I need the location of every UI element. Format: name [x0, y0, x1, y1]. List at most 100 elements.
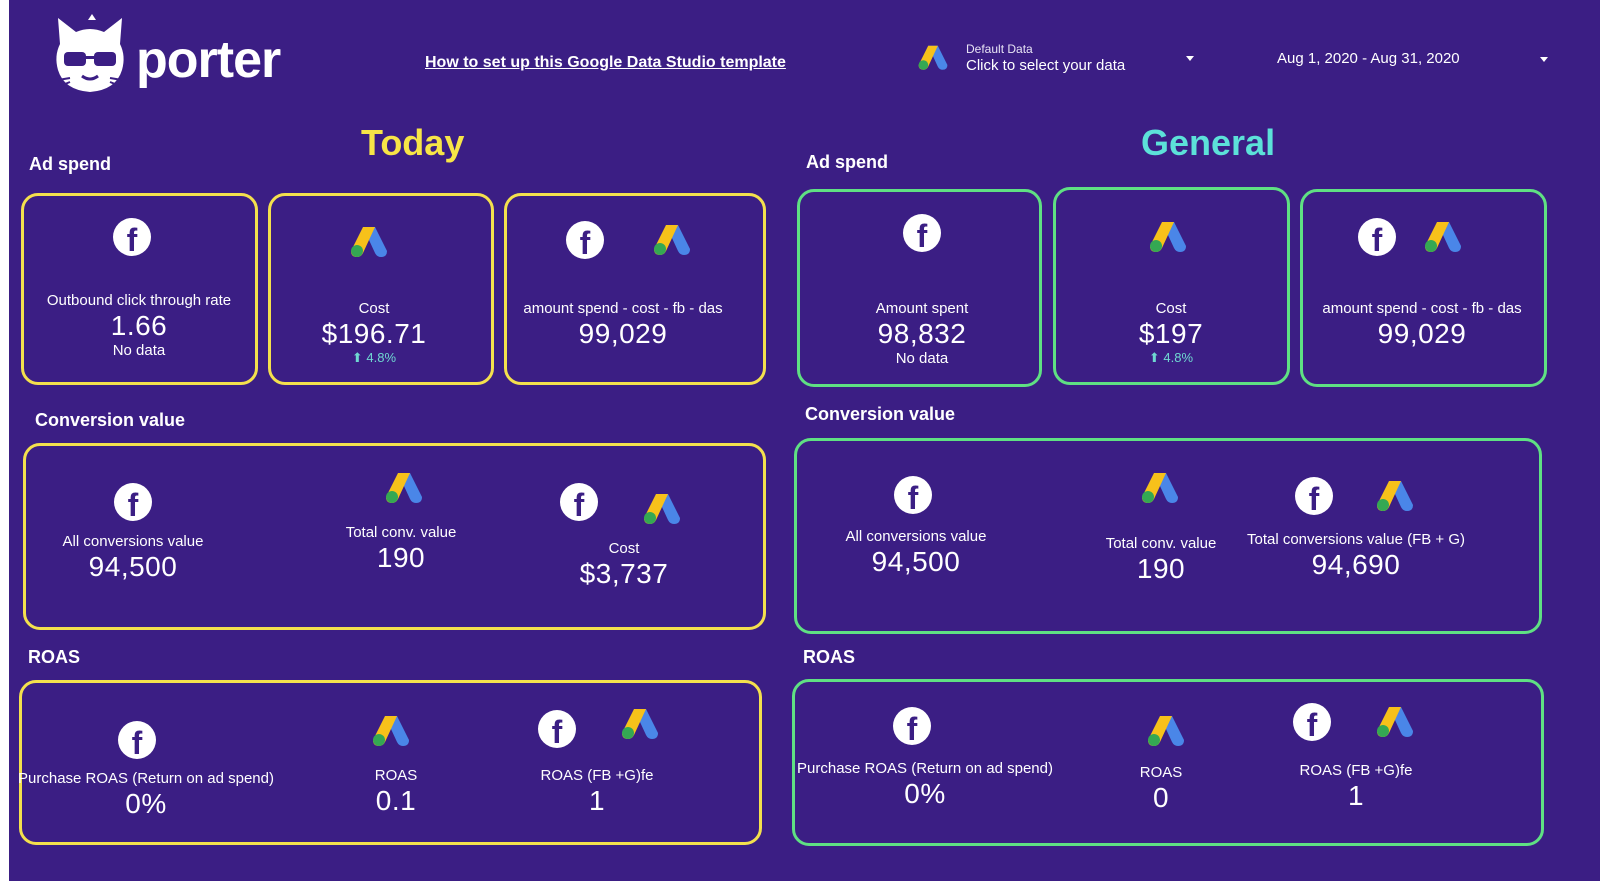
facebook-icon: f [560, 483, 600, 523]
general-conversion-label: Conversion value [805, 404, 956, 424]
metric-scorecard: Total conversions value (FB + G) 94,690 [1247, 531, 1465, 581]
metric-label: ROAS (FB +G)fe [1299, 762, 1413, 779]
general-title: General [1141, 122, 1276, 163]
metric-label: Outbound click through rate [46, 292, 232, 309]
today-roas-label: ROAS [28, 647, 81, 667]
date-range-selector[interactable]: Aug 1, 2020 - Aug 31, 2020 [1271, 48, 1556, 72]
metric-label: amount spend - cost - fb - das [523, 300, 723, 317]
facebook-icon: f [566, 221, 606, 261]
general-roas-card[interactable] [792, 679, 1544, 846]
facebook-icon: f [538, 710, 578, 750]
metric-scorecard: ROAS 0 [1140, 764, 1183, 814]
metric-value: 94,690 [1311, 549, 1401, 580]
today-ad-spend-label: Ad spend [29, 154, 112, 174]
metric-value: 1 [588, 785, 606, 816]
metric-value: 94,500 [871, 546, 961, 577]
today-conversion-card[interactable] [23, 443, 766, 630]
today-title: Today [361, 122, 465, 163]
today-conversion-label: Conversion value [35, 410, 186, 430]
metric-scorecard: Purchase ROAS (Return on ad spend) 0% [797, 760, 1053, 810]
google-ads-icon [1375, 703, 1415, 743]
data-source-selector[interactable]: Default Data Click to select your data [914, 42, 1194, 78]
metric-value: $3,737 [579, 558, 669, 589]
facebook-icon: f [1295, 477, 1335, 517]
metric-scorecard: ROAS (FB +G)fe 1 [1300, 762, 1413, 812]
metric-scorecard: Cost $3,737 [580, 540, 669, 590]
facebook-icon: f [113, 218, 153, 258]
metric-label: Total conv. value [345, 524, 457, 541]
metric-value: 99,029 [578, 318, 668, 349]
metric-label: All conversions value [62, 533, 204, 550]
metric-value: 94,500 [88, 551, 178, 582]
metric-label: amount spend - cost - fb - das [1322, 300, 1522, 317]
metric-label: Purchase ROAS (Return on ad spend) [797, 760, 1053, 777]
metric-value: 190 [376, 542, 426, 573]
google-ads-icon [1423, 218, 1463, 258]
facebook-icon: f [893, 707, 933, 747]
metric-label: Total conv. value [1105, 535, 1217, 552]
metric-value: 1 [1347, 780, 1365, 811]
metric-value: 98,832 [877, 318, 967, 349]
metric-value: 0% [904, 778, 946, 809]
google-ads-icon [384, 469, 424, 509]
logo-text: porter [136, 31, 281, 89]
metric-label: Cost [608, 540, 640, 557]
howto-link[interactable]: How to set up this Google Data Studio te… [425, 54, 786, 71]
facebook-icon: f [1358, 218, 1398, 258]
date-range-value: Aug 1, 2020 - Aug 31, 2020 [1277, 50, 1460, 67]
google-ads-icon [349, 223, 389, 263]
metric-value: 99,029 [1377, 318, 1467, 349]
metric-scorecard: Amount spent 98,832 No data [876, 300, 969, 368]
metric-value: 1.66 [110, 310, 168, 341]
metric-value: 0% [125, 788, 167, 819]
google-ads-icon [642, 490, 682, 530]
google-ads-icon [1148, 218, 1188, 258]
metric-scorecard: amount spend - cost - fb - das 99,029 [1322, 300, 1521, 350]
metric-scorecard: All conversions value 94,500 [63, 533, 204, 583]
general-ad-spend-label: Ad spend [806, 152, 889, 172]
metric-label: Total conversions value (FB + G) [1246, 531, 1466, 548]
metric-value: $196.71 [321, 318, 427, 349]
facebook-icon: f [1293, 703, 1333, 743]
data-source-hint: Click to select your data [966, 57, 1126, 74]
metric-scorecard: amount spend - cost - fb - das 99,029 [523, 300, 722, 350]
facebook-icon: f [903, 214, 943, 254]
general-roas-label: ROAS [803, 647, 856, 667]
metric-label: All conversions value [845, 528, 987, 545]
metric-label: Purchase ROAS (Return on ad spend) [18, 770, 274, 787]
porter-logo: porter [52, 12, 302, 96]
metric-scorecard: Outbound click through rate 1.66 No data [47, 292, 231, 360]
facebook-icon: f [894, 476, 934, 516]
facebook-icon: f [114, 483, 154, 523]
google-ads-icon [620, 705, 660, 745]
today-ctr-card[interactable] [21, 193, 258, 385]
google-ads-icon [652, 221, 692, 261]
chevron-down-icon [1186, 56, 1194, 61]
metric-label: Cost [358, 300, 390, 317]
metric-scorecard: ROAS (FB +G)fe 1 [541, 767, 654, 817]
general-combined-spend-card[interactable] [1300, 189, 1547, 387]
report-canvas: porter How to set up this Google Data St… [9, 0, 1600, 881]
metric-no-data: No data [895, 350, 949, 367]
metric-delta: ⬆ 4.8% [1148, 350, 1194, 365]
general-amount-spent-card[interactable] [797, 189, 1042, 387]
today-combined-spend-card[interactable] [504, 193, 766, 385]
metric-scorecard: All conversions value 94,500 [846, 528, 987, 578]
metric-label: ROAS [374, 767, 418, 784]
google-ads-icon [1146, 712, 1186, 752]
general-cost-card[interactable] [1053, 187, 1290, 385]
metric-scorecard: Total conv. value 190 [1106, 535, 1217, 585]
today-cost-card[interactable] [268, 193, 494, 385]
data-source-title: Default Data [966, 42, 1033, 56]
metric-scorecard: Total conv. value 190 [346, 524, 457, 574]
metric-label: ROAS (FB +G)fe [540, 767, 654, 784]
cat-mascot-icon [56, 14, 124, 92]
metric-no-data: No data [112, 342, 166, 359]
today-roas-card[interactable] [19, 680, 762, 845]
metric-value: 0 [1152, 782, 1170, 813]
general-conversion-card[interactable] [794, 438, 1542, 634]
metric-delta: ⬆ 4.8% [351, 350, 397, 365]
chevron-down-icon [1540, 57, 1548, 62]
metric-value: 190 [1136, 553, 1186, 584]
metric-label: Cost [1155, 300, 1187, 317]
